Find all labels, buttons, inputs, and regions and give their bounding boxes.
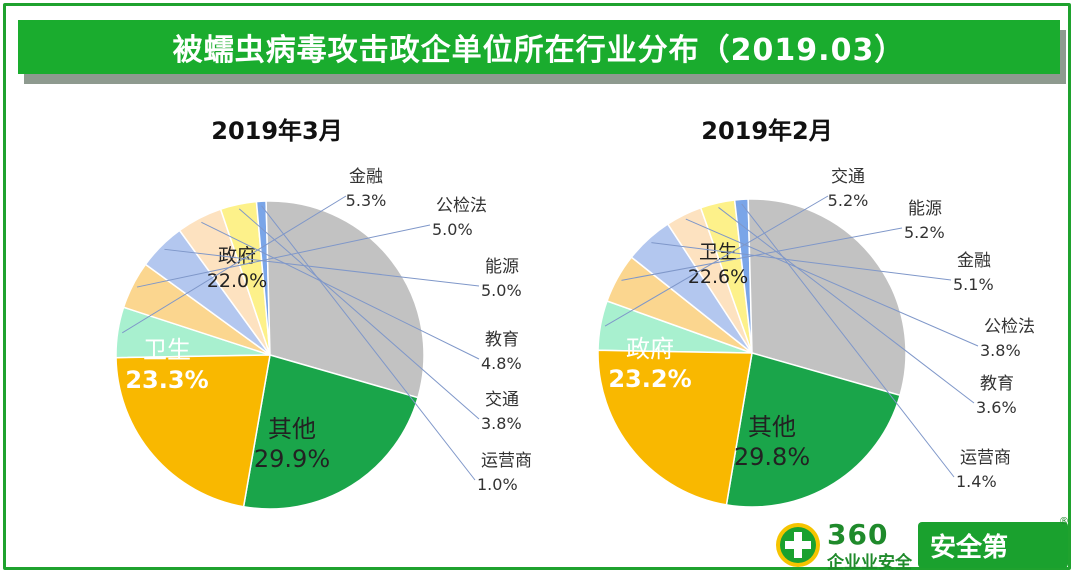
- slice-label: 金融: [957, 251, 991, 271]
- slice-value: 1.0%: [477, 475, 518, 494]
- leader-line: [201, 221, 480, 360]
- pie-slice-卫生: [242, 354, 419, 510]
- chart-title: 2019年2月: [701, 117, 833, 145]
- slice-value: 4.8%: [481, 354, 522, 373]
- slice-value: 22.0%: [207, 270, 267, 292]
- slice-value: 23.3%: [125, 366, 208, 394]
- leader-line: [741, 203, 955, 478]
- leader-line: [261, 205, 476, 481]
- slice-value: 5.0%: [432, 220, 473, 239]
- slice-label: 其他: [268, 415, 316, 443]
- page-title: 被蠕虫病毒攻击政企单位所在行业分布（2019.03）: [18, 20, 1060, 74]
- logo-subtitle: 企业业安全: [827, 553, 912, 573]
- pie-slice-政府: [115, 354, 271, 508]
- leader-line: [604, 195, 829, 327]
- slice-label: 卫生: [143, 336, 191, 364]
- slice-label: 其他: [748, 413, 796, 441]
- slice-label: 金融: [349, 167, 383, 187]
- slice-label: 运营商: [481, 451, 532, 471]
- pie-slice-其他: [747, 198, 907, 397]
- slice-value: 23.2%: [608, 365, 691, 393]
- leader-line: [136, 224, 431, 288]
- slice-label: 能源: [485, 257, 519, 277]
- slice-label: 政府: [218, 245, 256, 267]
- plus-logo-icon: [776, 523, 820, 567]
- pie-slice-政府: [725, 352, 901, 508]
- logo-number: 360: [827, 518, 889, 551]
- slice-value: 3.8%: [481, 414, 522, 433]
- logo-badge: 安全第: [918, 522, 1068, 568]
- slice-label: 政府: [626, 335, 674, 363]
- slice-value: 5.3%: [346, 191, 387, 210]
- brand-logo: 360 企业业安全 安全第 ®: [775, 516, 1073, 574]
- slice-value: 5.0%: [481, 281, 522, 300]
- slice-value: 3.8%: [980, 341, 1021, 360]
- slice-label: 能源: [908, 199, 942, 219]
- slice-value: 22.6%: [688, 266, 748, 288]
- pie-slice-其他: [265, 200, 425, 399]
- leader-line: [164, 248, 480, 287]
- registered-mark: ®: [1059, 516, 1069, 527]
- slice-value: 5.2%: [828, 191, 869, 210]
- leader-line: [718, 207, 975, 404]
- slice-value: 29.9%: [254, 445, 330, 473]
- slice-label: 教育: [980, 374, 1014, 394]
- slice-label: 教育: [485, 330, 519, 350]
- slice-label: 交通: [831, 167, 865, 187]
- slice-value: 5.2%: [904, 223, 945, 242]
- chart-title: 2019年3月: [211, 117, 343, 145]
- leader-line: [238, 208, 480, 420]
- slice-label: 公检法: [436, 196, 487, 216]
- leader-line: [651, 242, 952, 281]
- leader-line: [621, 227, 903, 281]
- leader-line: [685, 218, 979, 347]
- slice-label: 公检法: [984, 317, 1035, 337]
- slice-label: 交通: [485, 390, 519, 410]
- slice-label: 运营商: [960, 448, 1011, 468]
- slice-value: 29.8%: [734, 443, 810, 471]
- leader-line: [122, 195, 347, 334]
- slice-label: 卫生: [699, 241, 737, 263]
- slice-value: 5.1%: [953, 275, 994, 294]
- slice-value: 3.6%: [976, 398, 1017, 417]
- pie-slice-卫生: [597, 349, 753, 506]
- slice-value: 1.4%: [956, 472, 997, 491]
